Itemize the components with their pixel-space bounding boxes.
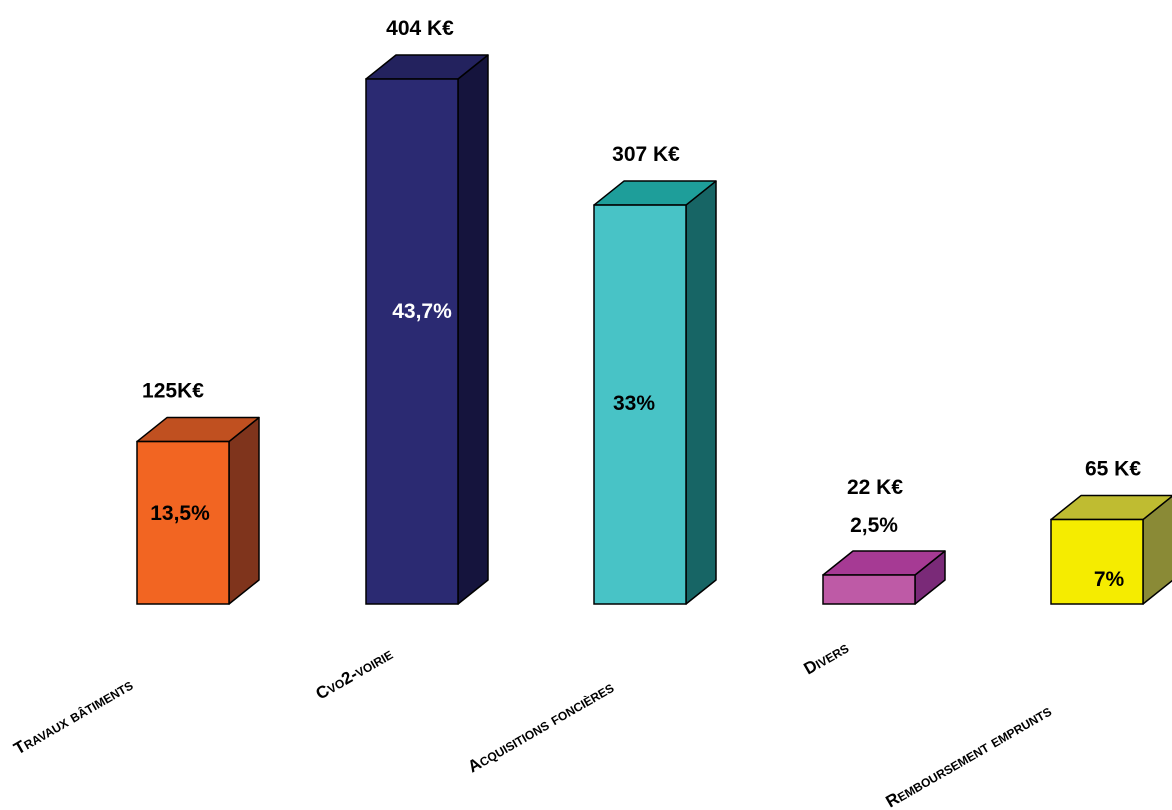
- bar-5-category-label: Remboursement emprunts: [883, 701, 1055, 810]
- bar-3-percent-label: 33%: [613, 392, 655, 415]
- bar-3-category-label: Acquisitions foncières: [465, 678, 617, 777]
- bar-3-front: [593, 204, 687, 605]
- bar-3-side: [685, 180, 717, 605]
- bar-2-percent-label: 43,7%: [392, 300, 452, 323]
- bar-3-value-label: 307 K€: [612, 143, 680, 166]
- bar-3: [593, 180, 717, 605]
- bar-2: [365, 54, 489, 605]
- bar-1-category-label: Travaux bâtiments: [11, 675, 137, 758]
- bar-5: [1050, 494, 1172, 605]
- bar-4-value-label: 22 K€: [847, 476, 903, 499]
- bar-4-category-label: Divers: [801, 638, 852, 679]
- bar-2-value-label: 404 K€: [386, 17, 454, 40]
- bar-1-side: [228, 416, 260, 605]
- bar-4: [822, 550, 946, 605]
- bar-5-value-label: 65 K€: [1085, 458, 1141, 481]
- bar-5-percent-label: 7%: [1094, 568, 1125, 591]
- bar-4-front: [822, 574, 916, 605]
- bar-1-percent-label: 13,5%: [150, 502, 210, 525]
- bar-1-value-label: 125K€: [142, 380, 204, 403]
- bar-2-front: [365, 78, 459, 605]
- bar-1: [136, 416, 260, 605]
- bar-1-front: [136, 440, 230, 605]
- bar-4-percent-label: 2,5%: [850, 514, 898, 537]
- bar-5-front: [1050, 518, 1144, 605]
- bar-2-category-label: Cvo2-voirie: [313, 644, 396, 703]
- bar-2-side: [457, 54, 489, 605]
